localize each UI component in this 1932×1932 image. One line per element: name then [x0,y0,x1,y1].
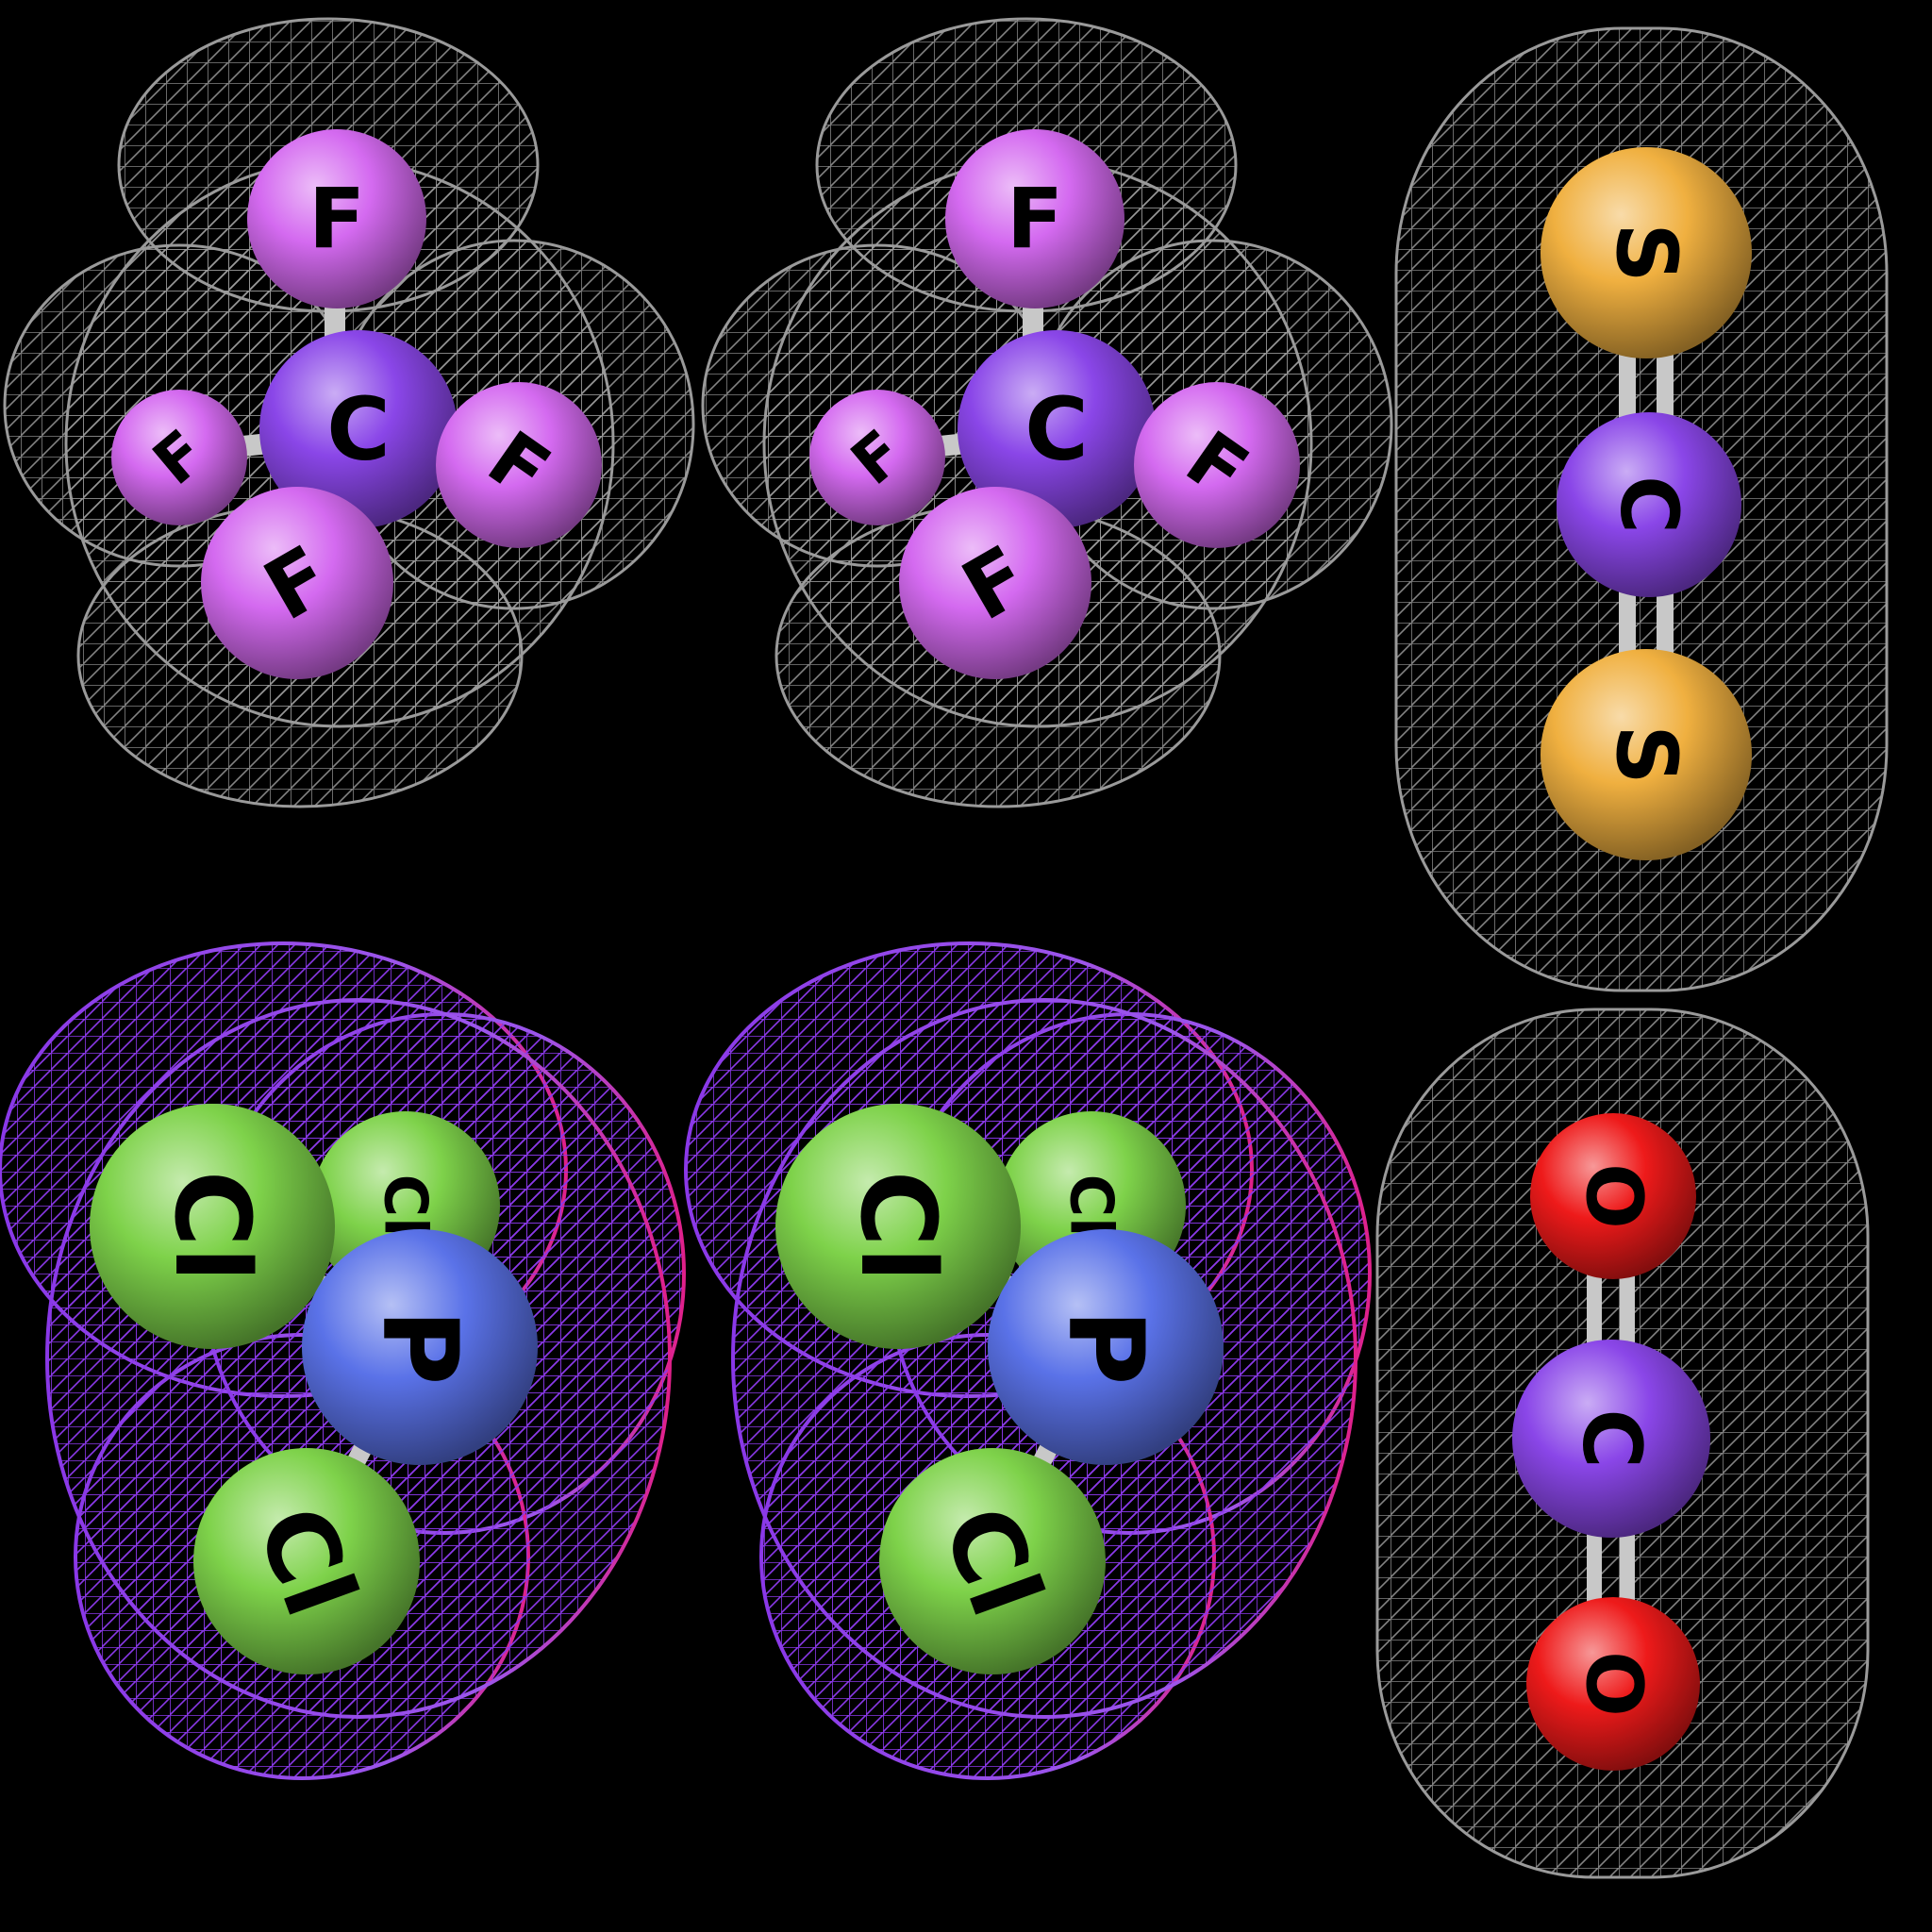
molecule-co2: O C O [1375,1008,1870,1879]
atom-chlorine: Cl [90,1104,335,1349]
atom-label: Cl [838,1171,958,1282]
atom-chlorine: Cl [193,1448,420,1674]
atom-sphere [1557,412,1741,597]
atom-label: P [359,1309,480,1386]
atom-sphere [302,1229,538,1465]
atom-sulfur: S [1541,649,1752,860]
atom-fluorine: F [809,390,945,525]
atom-chlorine: Cl [775,1104,1021,1349]
molecule-cs2: S C S [1394,26,1889,992]
atom-label: F [308,171,365,268]
atom-sphere [988,1229,1224,1465]
atom-label: Cl [1058,1174,1126,1238]
atom-sphere [1512,1340,1710,1538]
atom-sphere [958,330,1156,528]
atom-label: C [326,379,391,480]
atom-fluorine: F [111,390,247,525]
atom-sphere [809,390,945,525]
atom-sphere [436,382,602,548]
atom-oxygen: O [1530,1113,1696,1279]
atom-label: C [1024,379,1089,480]
atom-chlorine: Cl [879,1448,1106,1674]
atom-fluorine: F [201,487,393,679]
atom-label: C [1564,1408,1658,1468]
atom-fluorine: F [436,382,602,548]
molecule-pcl3-a: Cl Cl P Cl [0,941,686,1780]
atom-sphere [1541,649,1752,860]
atom-label: O [1569,1651,1658,1717]
atom-sphere [201,487,393,679]
atom-phosphorus: P [988,1229,1224,1465]
molecule-cf4-b: F F C F F [701,17,1393,808]
atom-sphere [879,1448,1106,1674]
atom-sphere [1134,382,1300,548]
atom-sphere [259,330,458,528]
atom-label: C [1603,475,1695,534]
molecule-pcl3-b: Cl Cl P Cl [684,941,1372,1780]
atom-sphere [193,1448,420,1674]
atom-label: O [1569,1163,1658,1229]
atom-oxygen: O [1526,1597,1700,1771]
atom-fluorine: F [945,129,1124,308]
atom-label: S [1598,724,1695,784]
atom-sphere [775,1104,1021,1349]
atom-phosphorus: P [302,1229,538,1465]
atom-label: F [1007,171,1063,268]
atom-sphere [90,1104,335,1349]
atom-label: P [1045,1309,1166,1386]
atom-sphere [945,129,1124,308]
atom-carbon: C [958,330,1156,528]
atom-sphere [1541,147,1752,358]
atom-carbon: C [259,330,458,528]
atom-sulfur: S [1541,147,1752,358]
atom-label: S [1598,223,1695,282]
atom-label: Cl [152,1171,273,1282]
atom-label: Cl [372,1174,441,1238]
atom-fluorine: F [899,487,1091,679]
atom-sphere [1526,1597,1700,1771]
atom-sphere [247,129,426,308]
molecule-cf4-a: F F C F F [3,17,695,808]
atom-carbon: C [1557,412,1741,597]
atom-carbon: C [1512,1340,1710,1538]
atom-sphere [111,390,247,525]
atom-fluorine: F [1134,382,1300,548]
atom-fluorine: F [247,129,426,308]
atom-sphere [1530,1113,1696,1279]
atom-sphere [899,487,1091,679]
